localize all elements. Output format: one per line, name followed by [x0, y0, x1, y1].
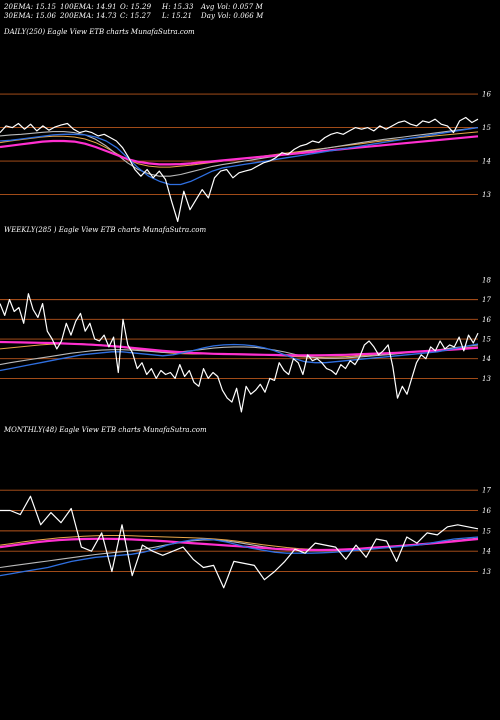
monthly-tick-label: 16: [482, 507, 491, 515]
high-readout: H: 15.33: [162, 3, 194, 11]
weekly-price-line: [0, 293, 479, 413]
weekly-tick-label: 18: [482, 276, 491, 284]
daily-ema-blue-line: [0, 126, 479, 186]
monthly-chart-title: MONTHLY(48) Eagle View ETB charts Munafa…: [4, 426, 207, 434]
daily-tick-label: 16: [482, 91, 491, 99]
ema100-readout: 100EMA: 14.91: [60, 3, 117, 11]
day-vol-readout: Day Vol: 0.066 M: [201, 12, 264, 20]
weekly-ema-magenta-line: [0, 340, 479, 357]
weekly-tick-label: 14: [482, 355, 491, 363]
weekly-tick-label: 17: [482, 296, 491, 304]
daily-chart-title: DAILY(250) Eagle View ETB charts MunafaS…: [4, 28, 195, 36]
daily-ema-magenta-line: [0, 135, 479, 166]
open-readout: O: 15.29: [120, 3, 152, 11]
daily-tick-label: 14: [482, 158, 491, 166]
avg-vol-readout: Avg Vol: 0.057 M: [201, 3, 263, 11]
close-readout: C: 15.27: [120, 12, 151, 20]
daily-price-line: [0, 116, 479, 222]
monthly-ema-grey-line: [0, 537, 479, 569]
daily-tick-label: 13: [482, 191, 491, 199]
monthly-price-line: [0, 495, 479, 589]
monthly-tick-label: 15: [482, 527, 491, 535]
ema20-readout: 20EMA: 15.15: [4, 3, 57, 11]
weekly-tick-label: 13: [482, 375, 491, 383]
daily-tick-label: 15: [482, 124, 491, 132]
monthly-ema-blue-line: [0, 536, 479, 577]
weekly-tick-label: 16: [482, 316, 491, 324]
daily-ema-grey-line: [0, 127, 479, 177]
ema200-readout: 200EMA: 14.73: [60, 12, 117, 20]
ema30-readout: 30EMA: 15.06: [4, 12, 57, 20]
weekly-tick-label: 15: [482, 336, 491, 344]
weekly-ema-blue-line: [0, 343, 479, 372]
weekly-chart-title: WEEKLY(285 ) Eagle View ETB charts Munaf…: [4, 226, 207, 234]
low-readout: L: 15.21: [162, 12, 193, 20]
monthly-tick-label: 13: [482, 568, 491, 576]
monthly-ema-magenta-line: [0, 537, 479, 552]
monthly-tick-label: 17: [482, 487, 491, 495]
monthly-tick-label: 14: [482, 548, 491, 556]
